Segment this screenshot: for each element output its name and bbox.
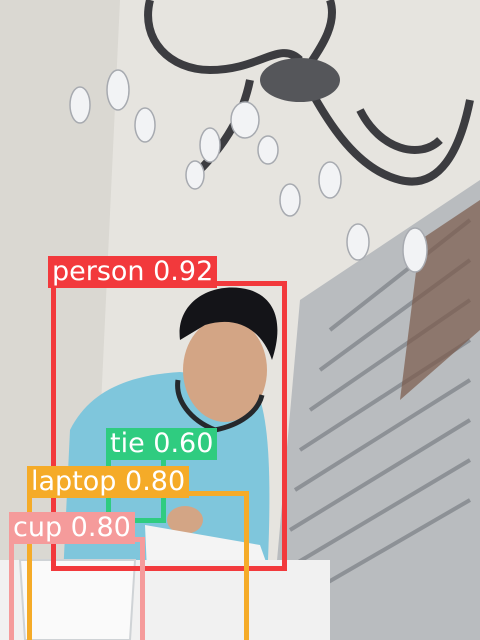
detection-label-laptop: laptop 0.80 — [27, 466, 190, 498]
detection-box-cup — [9, 537, 145, 640]
detection-label-person: person 0.92 — [48, 256, 218, 288]
detection-label-tie: tie 0.60 — [106, 428, 218, 460]
cup-icon — [18, 559, 137, 640]
chandelier-icon — [144, 0, 474, 186]
detection-label-cup: cup 0.80 — [9, 512, 135, 544]
